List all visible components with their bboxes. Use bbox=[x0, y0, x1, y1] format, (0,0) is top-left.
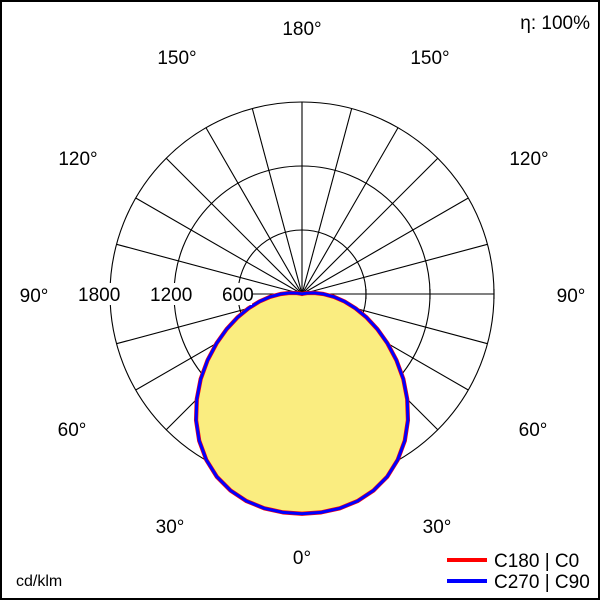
curve-c270-c90 bbox=[194, 291, 410, 516]
grid-spoke-195 bbox=[251, 108, 303, 295]
legend-label-c270: C270 | C90 bbox=[494, 572, 590, 593]
grid-spoke-120 bbox=[301, 197, 469, 295]
angle-label-120-right: 120° bbox=[509, 149, 548, 170]
radial-tick-marks bbox=[365, 289, 495, 299]
radial-label-1800: 1800 bbox=[78, 285, 120, 306]
angle-label-150-right: 150° bbox=[410, 48, 449, 69]
angle-label-60-right: 60° bbox=[519, 420, 548, 441]
angle-label-0: 0° bbox=[293, 548, 311, 569]
radial-label-1200: 1200 bbox=[150, 285, 192, 306]
angle-label-30-right: 30° bbox=[423, 517, 452, 538]
angle-label-90-right: 90° bbox=[557, 286, 586, 307]
grid-spoke-240 bbox=[135, 197, 303, 295]
units-label: cd/klm bbox=[16, 573, 62, 590]
efficiency-label: η: 100% bbox=[520, 13, 590, 34]
grid-spoke-105 bbox=[301, 243, 488, 295]
angle-label-120-left: 120° bbox=[58, 149, 97, 170]
angle-label-90-left: 90° bbox=[20, 286, 49, 307]
grid-spoke-210 bbox=[205, 127, 303, 295]
angle-label-60-left: 60° bbox=[58, 420, 87, 441]
radial-label-backdrop bbox=[70, 283, 252, 305]
grid-spoke-135 bbox=[301, 157, 439, 295]
radial-label-600: 600 bbox=[222, 285, 254, 306]
legend-label-c180: C180 | C0 bbox=[494, 551, 579, 572]
legend: C180 | C0 C270 | C90 bbox=[447, 551, 590, 593]
angle-label-180: 180° bbox=[282, 19, 321, 40]
angle-label-30-left: 30° bbox=[156, 517, 185, 538]
grid-spoke-225 bbox=[165, 157, 303, 295]
grid-spoke-255 bbox=[116, 243, 303, 295]
grid-spoke-150 bbox=[301, 127, 399, 295]
angle-label-150-left: 150° bbox=[157, 48, 196, 69]
grid-spoke-165 bbox=[301, 108, 353, 295]
